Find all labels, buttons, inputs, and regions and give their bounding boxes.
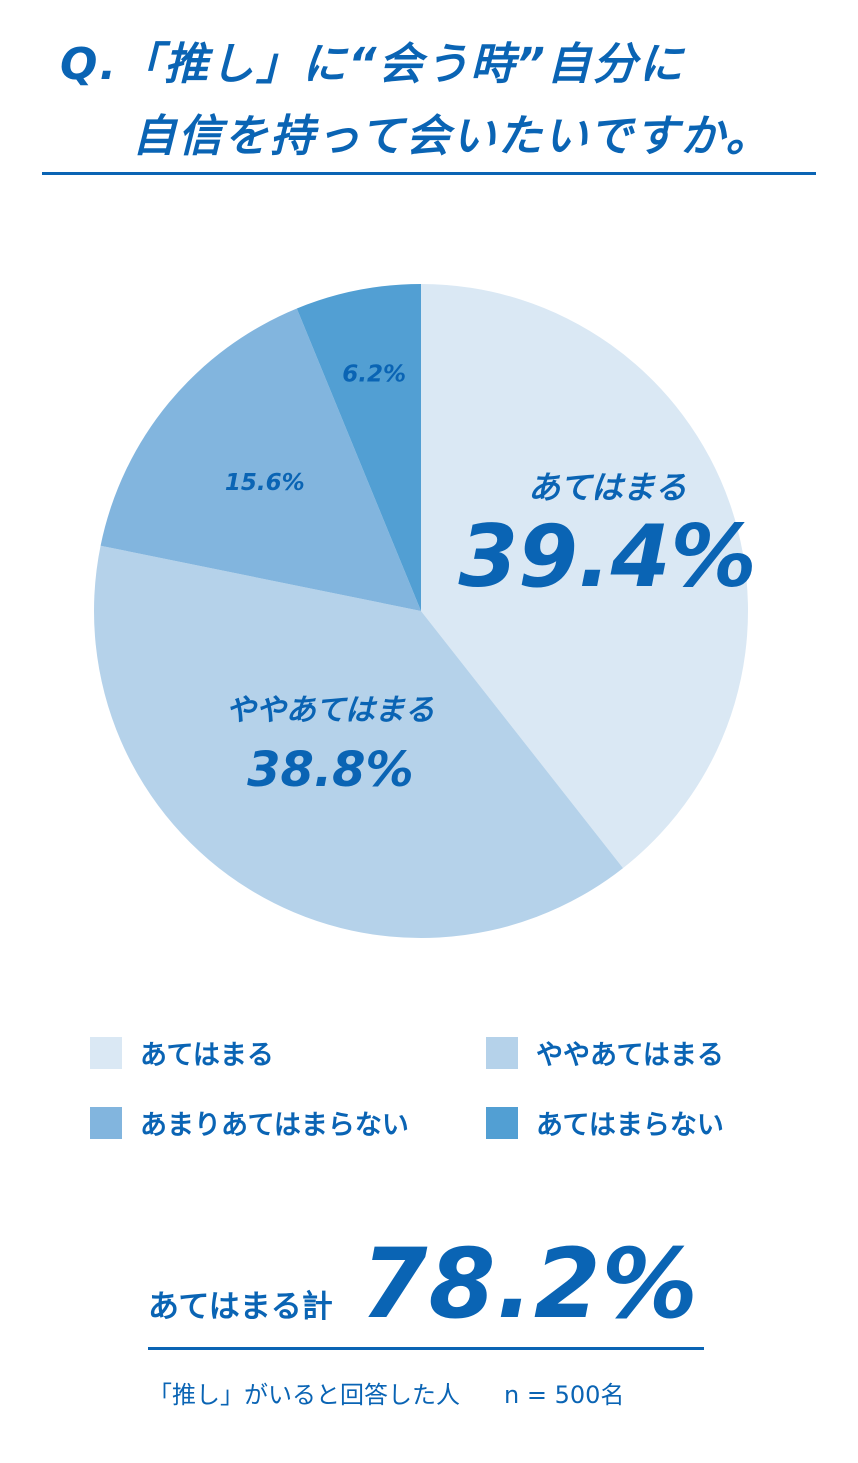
legend-label-3: あまりあてはまらない bbox=[140, 1110, 409, 1141]
total-value: 78.2% bbox=[360, 1228, 699, 1340]
total-summary: あてはまる計 78.2% bbox=[148, 1236, 699, 1332]
pie-slice-1 bbox=[421, 284, 749, 869]
slice-value-label-4: 6.2% bbox=[342, 362, 406, 388]
slice-name-label-1: あてはまる bbox=[528, 469, 687, 507]
legend-label-1: あてはまる bbox=[140, 1040, 274, 1071]
slice-value-label-3: 15.6% bbox=[225, 470, 305, 496]
pie-slice-2 bbox=[93, 545, 624, 939]
total-underline bbox=[148, 1347, 704, 1350]
legend-item-2: ややあてはまる bbox=[486, 1033, 724, 1072]
sample-size-text: n = 500名 bbox=[504, 1381, 625, 1409]
legend-label-4: あてはまらない bbox=[536, 1110, 724, 1141]
slice-value-label-1: 39.4% bbox=[458, 507, 756, 607]
total-label: あてはまる計 bbox=[148, 1289, 333, 1325]
legend-item-3: あまりあてはまらない bbox=[90, 1103, 409, 1142]
legend-swatch-2 bbox=[486, 1036, 518, 1069]
title-line-2: 自信を持って会いたいですか。 bbox=[132, 111, 772, 162]
legend-swatch-4 bbox=[486, 1106, 518, 1139]
respondents-text: 「推し」がいると回答した人 bbox=[148, 1381, 460, 1409]
title-line-1: Q.「推し」に“会う時”自分に bbox=[60, 39, 685, 90]
legend-swatch-3 bbox=[90, 1106, 122, 1139]
pie-slice-4 bbox=[296, 284, 421, 611]
pie-slice-3 bbox=[100, 308, 421, 611]
legend-item-4: あてはまらない bbox=[486, 1103, 724, 1142]
sample-note: 「推し」がいると回答した人 n = 500名 bbox=[148, 1375, 624, 1410]
title-underline bbox=[42, 172, 816, 175]
slice-name-label-2: ややあてはまる bbox=[226, 693, 435, 728]
slice-value-label-2: 38.8% bbox=[247, 742, 414, 798]
legend-swatch-1 bbox=[90, 1036, 122, 1069]
legend-item-1: あてはまる bbox=[90, 1033, 274, 1072]
legend-label-2: ややあてはまる bbox=[536, 1040, 724, 1071]
